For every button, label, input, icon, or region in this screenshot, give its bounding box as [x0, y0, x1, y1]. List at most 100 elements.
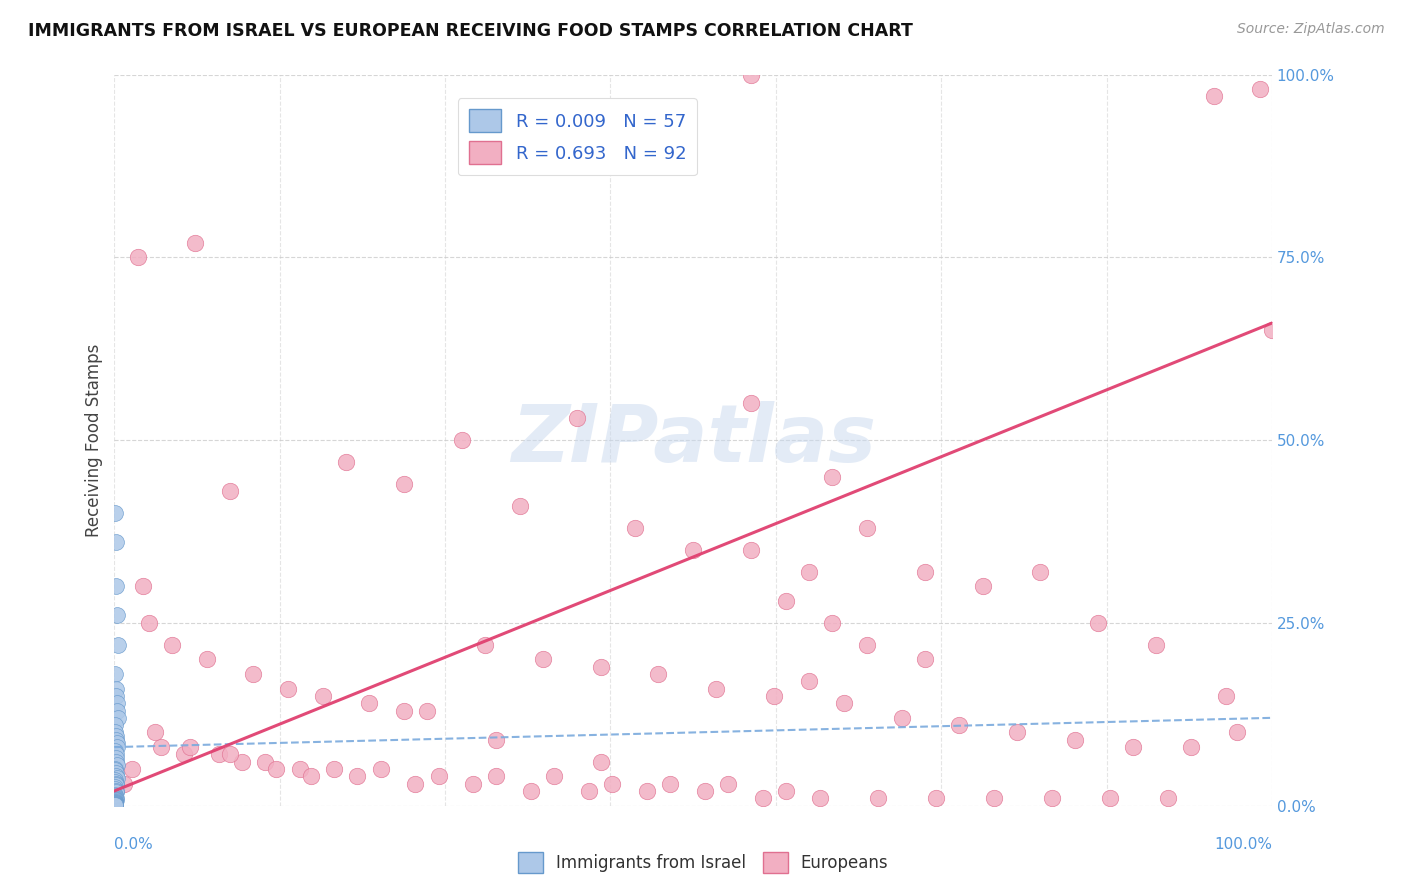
- Point: [184, 235, 207, 250]
- Point: [323, 762, 346, 776]
- Point: [104, 796, 127, 810]
- Point: [104, 798, 127, 813]
- Point: [832, 696, 855, 710]
- Point: [104, 797, 127, 812]
- Text: ZIPatlas: ZIPatlas: [510, 401, 876, 479]
- Point: [219, 747, 242, 762]
- Point: [162, 638, 184, 652]
- Point: [740, 68, 762, 82]
- Point: [105, 689, 128, 703]
- Point: [659, 777, 682, 791]
- Point: [392, 704, 415, 718]
- Point: [578, 784, 600, 798]
- Point: [821, 469, 844, 483]
- Point: [1144, 638, 1167, 652]
- Text: IMMIGRANTS FROM ISRAEL VS EUROPEAN RECEIVING FOOD STAMPS CORRELATION CHART: IMMIGRANTS FROM ISRAEL VS EUROPEAN RECEI…: [28, 22, 912, 40]
- Point: [821, 615, 844, 630]
- Point: [1202, 89, 1225, 103]
- Point: [105, 755, 128, 769]
- Point: [370, 762, 392, 776]
- Point: [600, 777, 623, 791]
- Point: [105, 732, 128, 747]
- Text: 100.0%: 100.0%: [1213, 837, 1272, 852]
- Point: [104, 798, 127, 813]
- Point: [704, 681, 727, 696]
- Point: [1029, 565, 1052, 579]
- Point: [138, 615, 160, 630]
- Point: [107, 711, 129, 725]
- Point: [173, 747, 195, 762]
- Point: [105, 736, 128, 750]
- Point: [972, 579, 994, 593]
- Point: [717, 777, 740, 791]
- Point: [450, 433, 472, 447]
- Point: [104, 797, 127, 811]
- Point: [589, 755, 612, 769]
- Point: [266, 762, 288, 776]
- Point: [509, 499, 531, 513]
- Point: [121, 762, 143, 776]
- Point: [636, 784, 658, 798]
- Point: [242, 667, 264, 681]
- Point: [693, 784, 716, 798]
- Point: [127, 250, 149, 264]
- Point: [868, 791, 890, 805]
- Point: [890, 711, 912, 725]
- Point: [474, 638, 496, 652]
- Text: 0.0%: 0.0%: [114, 837, 153, 852]
- Point: [104, 798, 127, 813]
- Point: [104, 791, 127, 805]
- Point: [104, 797, 127, 811]
- Point: [775, 784, 797, 798]
- Point: [112, 777, 135, 791]
- Point: [775, 594, 797, 608]
- Point: [485, 769, 508, 783]
- Point: [104, 506, 127, 520]
- Point: [855, 638, 877, 652]
- Point: [104, 777, 127, 791]
- Point: [104, 729, 127, 743]
- Point: [105, 696, 128, 710]
- Point: [104, 793, 127, 807]
- Point: [104, 725, 127, 739]
- Point: [797, 565, 820, 579]
- Point: [1226, 725, 1249, 739]
- Y-axis label: Receiving Food Stamps: Receiving Food Stamps: [86, 343, 103, 537]
- Point: [105, 771, 128, 785]
- Point: [485, 732, 508, 747]
- Point: [925, 791, 948, 805]
- Point: [104, 765, 127, 780]
- Point: [404, 777, 426, 791]
- Point: [219, 484, 242, 499]
- Point: [589, 659, 612, 673]
- Point: [104, 795, 127, 809]
- Point: [346, 769, 368, 783]
- Point: [104, 535, 127, 549]
- Point: [312, 689, 335, 703]
- Point: [1180, 740, 1202, 755]
- Point: [751, 791, 773, 805]
- Point: [105, 740, 128, 755]
- Point: [207, 747, 229, 762]
- Point: [105, 579, 128, 593]
- Point: [682, 542, 704, 557]
- Point: [357, 696, 380, 710]
- Point: [647, 667, 669, 681]
- Point: [104, 797, 127, 811]
- Point: [104, 781, 127, 796]
- Point: [104, 792, 127, 806]
- Point: [104, 797, 127, 811]
- Point: [1007, 725, 1029, 739]
- Point: [105, 608, 128, 623]
- Point: [104, 764, 127, 778]
- Point: [105, 751, 128, 765]
- Point: [335, 455, 357, 469]
- Point: [855, 521, 877, 535]
- Point: [392, 476, 415, 491]
- Point: [143, 725, 166, 739]
- Point: [810, 791, 832, 805]
- Legend: R = 0.009   N = 57, R = 0.693   N = 92: R = 0.009 N = 57, R = 0.693 N = 92: [458, 98, 697, 175]
- Point: [149, 740, 172, 755]
- Point: [104, 790, 127, 805]
- Legend: Immigrants from Israel, Europeans: Immigrants from Israel, Europeans: [510, 846, 896, 880]
